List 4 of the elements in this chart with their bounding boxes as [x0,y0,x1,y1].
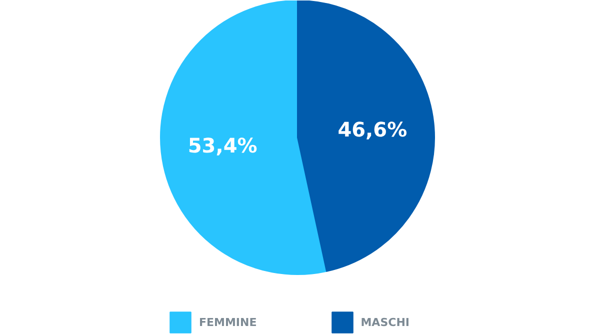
data-label: 46,6% [338,117,408,142]
data-label: 53,4% [188,134,258,158]
legend-label: FEMMINE [199,316,257,328]
legend-label: MASCHI [360,316,410,328]
